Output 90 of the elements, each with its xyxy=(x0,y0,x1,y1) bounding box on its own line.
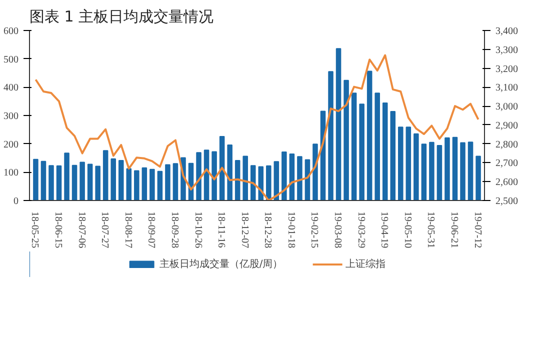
y-tick-label: 300 xyxy=(4,111,18,122)
bar xyxy=(452,136,458,200)
y-tick-label: 600 xyxy=(4,26,18,37)
x-tick-label: 19-07-12 xyxy=(472,212,483,248)
bar xyxy=(444,137,450,200)
x-tick-label: 19-05-10 xyxy=(402,212,413,248)
x-tick-label: 18-08-17 xyxy=(122,212,134,248)
bar xyxy=(282,152,287,200)
bar xyxy=(196,152,202,200)
x-tick-label: 19-02-15 xyxy=(308,212,320,248)
bar xyxy=(172,163,178,200)
bar xyxy=(336,48,342,200)
bar xyxy=(212,151,217,200)
bar xyxy=(414,133,419,200)
bar xyxy=(102,150,108,200)
bar xyxy=(429,142,434,200)
bar xyxy=(64,152,70,200)
y2-tick-label: 2,900 xyxy=(496,120,518,132)
x-tick-label: 19-03-08 xyxy=(332,212,344,248)
bar xyxy=(421,144,427,200)
y-tick-label: 200 xyxy=(4,139,18,150)
bar xyxy=(460,142,466,200)
bar xyxy=(366,70,372,200)
bar xyxy=(359,104,364,200)
bar xyxy=(48,165,54,200)
bar xyxy=(56,165,62,200)
y-tick-label: 500 xyxy=(4,54,18,66)
bar xyxy=(344,80,349,200)
bar xyxy=(80,162,85,200)
bar xyxy=(150,168,155,200)
x-tick-label: 18-05-25 xyxy=(29,212,40,248)
bar xyxy=(110,158,116,200)
bar xyxy=(351,92,357,200)
bar xyxy=(436,145,442,200)
y2-tick-label: 2,600 xyxy=(496,177,518,188)
x-tick-label: 18-10-26 xyxy=(192,212,204,248)
line-series xyxy=(34,54,480,200)
x-tick-label: 18-09-07 xyxy=(146,212,157,248)
bar xyxy=(33,158,38,200)
bar xyxy=(374,92,380,200)
x-tick-label: 18-12-28 xyxy=(262,212,274,248)
y2-tick-label: 3,100 xyxy=(496,82,518,94)
bar xyxy=(266,165,272,200)
bar xyxy=(258,166,264,200)
bar xyxy=(227,144,232,200)
bar xyxy=(40,160,46,200)
x-tick-label: 19-06-21 xyxy=(448,212,460,248)
bar xyxy=(390,111,396,200)
y-tick-label: 0 xyxy=(14,196,18,207)
bar xyxy=(250,165,256,200)
bar xyxy=(72,164,78,200)
y2-tick-label: 2,500 xyxy=(496,196,518,207)
x-tick-label: 18-12-07 xyxy=(238,212,250,248)
bar xyxy=(468,142,474,200)
bar xyxy=(297,156,302,200)
bar xyxy=(312,144,318,200)
x-tick-label: 19-04-19 xyxy=(378,212,390,248)
y2-tick-label: 2,700 xyxy=(496,158,518,170)
x-tick-label: 19-05-31 xyxy=(425,212,436,248)
bar xyxy=(95,166,100,200)
bar xyxy=(142,167,148,200)
y-tick-label: 100 xyxy=(4,168,18,179)
bar xyxy=(382,102,388,200)
bar xyxy=(398,126,404,200)
x-tick-label: 18-07-06 xyxy=(76,212,87,248)
bar xyxy=(126,168,132,200)
x-tick-label: 18-09-28 xyxy=(168,212,180,248)
y2-tick-label: 3,400 xyxy=(496,26,518,37)
bar xyxy=(134,170,140,200)
x-tick-label: 18-06-15 xyxy=(52,212,64,248)
bar xyxy=(87,164,93,200)
bar xyxy=(118,160,124,200)
bar xyxy=(157,170,163,200)
chart-title: 图表 1 主板日均成交量情况 xyxy=(30,8,214,26)
x-tick-label: 18-07-27 xyxy=(99,212,110,248)
x-tick-label: 19-01-18 xyxy=(285,212,296,248)
bar xyxy=(406,126,412,200)
y2-tick-label: 2,800 xyxy=(496,139,518,150)
y2-tick-label: 3,200 xyxy=(496,64,518,75)
x-tick-label: 18-11-16 xyxy=(216,212,227,248)
x-tick-label: 19-03-29 xyxy=(355,212,366,248)
bar xyxy=(476,156,481,200)
y-tick-label: 400 xyxy=(4,82,18,94)
bar xyxy=(242,156,248,200)
legend-label: 上证综指 xyxy=(346,258,386,271)
legend-label: 主板日均成交量（亿股/周） xyxy=(159,258,283,271)
y2-tick-label: 3,300 xyxy=(496,44,518,56)
bar xyxy=(165,164,170,200)
bar xyxy=(328,71,334,200)
y2-tick-label: 3,000 xyxy=(496,102,518,113)
